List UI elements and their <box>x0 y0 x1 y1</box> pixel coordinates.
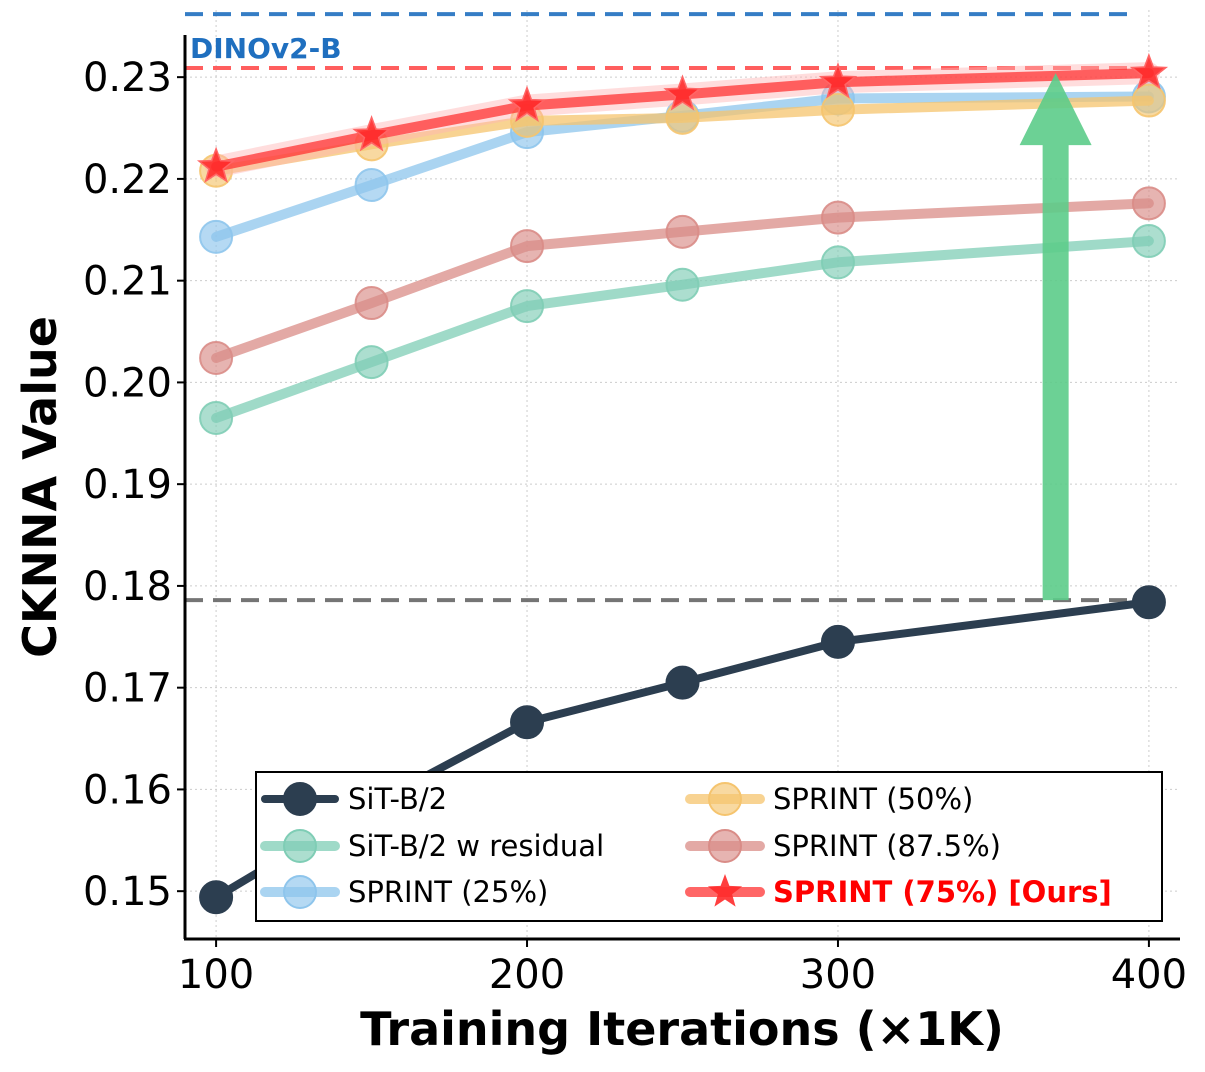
series-line-sprint-50 <box>211 95 1154 176</box>
point-sprint-50 <box>665 100 700 135</box>
legend-label: SPRINT (87.5%) <box>773 829 1001 863</box>
dinov2-label: DINOv2-B <box>190 32 342 65</box>
point-sprint-75-ours <box>663 74 702 111</box>
legend: SiT-B/2 SiT-B/2 w residual SPRINT (25%) SPR… <box>255 771 1163 922</box>
legend-item-sprint-50: SPRINT (50%) <box>685 782 973 816</box>
point-sprint-75-ours <box>818 62 858 99</box>
y-tick-label: 0.15 <box>83 869 172 915</box>
point-sprint-87-5 <box>199 340 234 375</box>
y-tick-label: 0.17 <box>83 666 172 712</box>
legend-item-sit-b-2-w-residual: SiT-B/2 w residual <box>260 829 604 863</box>
axes <box>183 35 1180 941</box>
legend-swatch-marker <box>707 874 743 907</box>
tick-labels: 100 200 300 400 0.15 0.16 0.17 0.18 0.19 0.20 0.21… <box>83 55 1187 998</box>
arrow-shape <box>1019 73 1092 601</box>
y-tick-label: 0.23 <box>83 55 172 101</box>
legend-label: SiT-B/2 w residual <box>348 829 604 863</box>
point-sit-b-2-w-residual <box>199 401 234 436</box>
point-sprint-75-ours <box>352 115 391 152</box>
improvement-arrow <box>1019 73 1092 601</box>
y-tick-label: 0.18 <box>83 564 172 610</box>
x-axis-title: Training Iterations (×1K) <box>360 1002 1004 1056</box>
legend-label: SPRINT (25%) <box>348 875 548 909</box>
series-line-sprint-75-ours <box>211 68 1154 172</box>
series-line-sprint-87-5 <box>211 198 1154 363</box>
point-sprint-87-5 <box>510 229 545 264</box>
y-tick-label: 0.22 <box>83 157 172 203</box>
point-sit-b-2 <box>1131 585 1166 620</box>
point-sit-b-2 <box>665 665 700 700</box>
legend-swatch-marker <box>283 829 317 863</box>
legend-swatch-marker <box>283 875 317 909</box>
legend-swatch-marker <box>708 782 742 816</box>
point-sprint-25 <box>199 219 234 254</box>
point-sit-b-2-w-residual <box>820 245 855 280</box>
legend-item-sit-b-2: SiT-B/2 <box>261 782 447 816</box>
point-sprint-50 <box>820 92 855 127</box>
point-sprint-87-5 <box>354 286 389 321</box>
point-sprint-75-ours <box>1129 52 1169 90</box>
y-tick-label: 0.20 <box>83 360 172 406</box>
y-tick-label: 0.16 <box>83 767 172 813</box>
y-tick-label: 0.19 <box>83 462 172 508</box>
point-sit-b-2 <box>199 880 234 915</box>
point-sit-b-2-w-residual <box>1131 223 1166 258</box>
legend-item-sprint-75-ours: SPRINT (75%) [Ours] <box>685 874 1112 909</box>
point-sprint-25 <box>354 168 389 203</box>
point-sit-b-2-w-residual <box>665 267 700 302</box>
point-sprint-50 <box>1131 83 1166 118</box>
x-tick-label: 300 <box>800 952 876 998</box>
point-sprint-87-5 <box>665 214 700 249</box>
point-sit-b-2-w-residual <box>354 345 389 380</box>
point-sprint-87-5 <box>820 200 855 235</box>
legend-label: SPRINT (75%) [Ours] <box>773 875 1112 909</box>
point-sprint-75-ours <box>507 85 547 122</box>
point-sprint-87-5 <box>1131 186 1166 221</box>
legend-swatch-marker <box>708 829 742 863</box>
x-tick-label: 200 <box>489 952 565 998</box>
legend-item-sprint-87-5: SPRINT (87.5%) <box>685 829 1001 863</box>
series-sprint-75-ours <box>196 52 1169 184</box>
legend-label: SPRINT (50%) <box>773 782 973 816</box>
legend-item-sprint-25: SPRINT (25%) <box>260 875 548 909</box>
x-tick-label: 400 <box>1111 952 1187 998</box>
series-line-sit-b-2-w-residual <box>211 236 1154 423</box>
reference-lines <box>185 12 1132 603</box>
series-sit-b-2-w-residual <box>199 223 1166 436</box>
point-sit-b-2 <box>820 624 855 659</box>
y-axis-title: CKNNA Value <box>13 316 67 658</box>
point-sit-b-2 <box>510 705 545 740</box>
point-sit-b-2-w-residual <box>510 289 545 324</box>
legend-label: SiT-B/2 <box>348 782 447 816</box>
x-tick-label: 100 <box>178 952 254 998</box>
point-sprint-75-ours <box>196 146 236 184</box>
series-sprint-87-5 <box>199 186 1166 375</box>
legend-swatch-marker <box>283 782 317 816</box>
y-tick-label: 0.21 <box>83 259 172 305</box>
